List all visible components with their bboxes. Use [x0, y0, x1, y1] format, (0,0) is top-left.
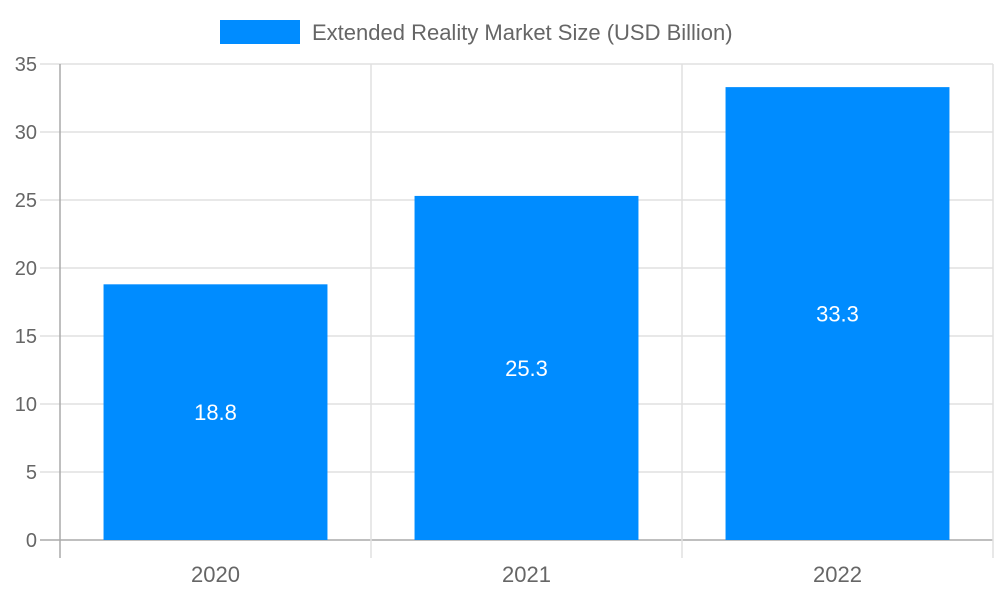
y-tick-label: 10	[15, 394, 37, 416]
data-label: 25.3	[505, 356, 548, 381]
y-tick-label: 35	[15, 54, 37, 76]
bar-2021	[414, 195, 639, 541]
y-tick-label: 20	[15, 258, 37, 280]
legend-label: Extended Reality Market Size (USD Billio…	[312, 20, 733, 45]
y-tick-label: 5	[26, 462, 37, 484]
y-tick-label: 0	[26, 530, 37, 552]
y-tick-label: 15	[15, 326, 37, 348]
x-tick-label: 2022	[813, 562, 862, 587]
legend[interactable]: Extended Reality Market Size (USD Billio…	[220, 20, 733, 45]
data-label: 18.8	[194, 400, 237, 425]
data-label: 33.3	[816, 302, 859, 327]
x-tick-label: 2020	[191, 562, 240, 587]
bar-2022	[725, 87, 950, 541]
bar-2020	[103, 284, 328, 540]
y-tick-label: 30	[15, 122, 37, 144]
y-tick-label: 25	[15, 190, 37, 212]
legend-swatch	[220, 20, 300, 44]
x-tick-label: 2021	[502, 562, 551, 587]
